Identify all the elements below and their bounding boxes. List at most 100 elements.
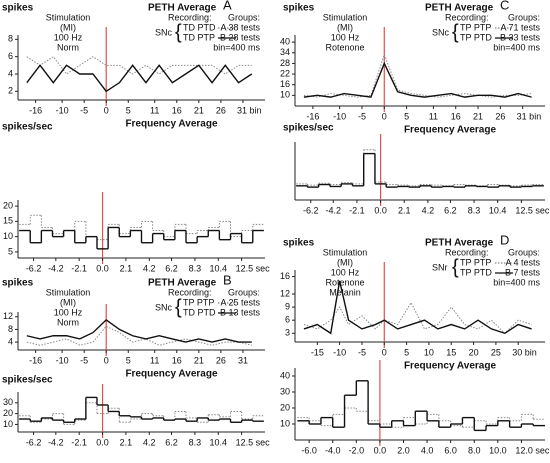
region: SNc [432,27,450,37]
x-tick-label: 2.1 [120,437,133,447]
x-tick-label: 5 [404,347,409,357]
x-axis-label: Frequency Average [125,119,218,130]
stimulation-note: 100 Hz [54,307,83,317]
series-line [303,61,532,98]
stimulation-note: Stimulation [46,287,91,297]
y-tick-label: 16 [280,79,290,89]
y-tick-label: 9 [285,301,290,311]
x-tick-label: 11 [150,355,159,365]
x-axis-label: Frequency Average [404,125,497,136]
x-tick-label: 16 [172,105,182,115]
y-tick-label: 12 [3,311,13,321]
x-tick-label: -16 [29,355,42,365]
x-axis-label: Frequency Average [125,369,218,380]
region: SNr [432,262,448,272]
x-axis-label: Frequency Average [404,361,497,372]
x-tick-label: 12.5 sec [236,437,271,447]
x-tick-label: -10 [333,111,346,121]
panel-letter: A [223,0,232,12]
recording-label: Recording: [168,12,212,22]
x-tick-label: 4.0 [421,445,434,455]
x-tick-label: 26 [495,111,505,121]
x-tick-label: 31 bin [517,111,542,121]
recording: TP PTP [183,297,214,307]
x-tick-label: 0 [382,111,387,121]
chart-title: PETH Average [425,3,494,14]
x-tick-label: 6.2 [444,205,457,215]
x-tick-label: 5 [404,111,409,121]
y-tick-label: 10 [3,231,13,241]
brace: { [175,21,182,43]
y-tick-label: 4 [8,68,13,78]
chart-title: PETH Average [425,238,494,249]
y-tick-label: 5 [8,246,13,256]
recording-label: Recording: [445,247,489,257]
bin-note: bin=400 ms [213,42,260,52]
x-tick-label: 21 [194,355,204,365]
panel-letter: D [500,232,509,247]
stimulation-note: (MI) [337,257,353,267]
x-tick-label: 31 [238,355,248,365]
panel-letter: C [500,0,509,12]
x-tick-label: 15 [446,347,456,357]
x-tick-label: -6.2 [26,263,42,273]
stimulation-note: Rotenone [325,277,364,287]
groups-label: Groups: [228,12,260,22]
x-tick-label: 8.3 [468,205,481,215]
x-tick-label: 2.0 [397,445,410,455]
x-tick-label: 8.3 [189,263,202,273]
x-tick-label: -5 [80,105,88,115]
x-tick-label: -6.2 [303,205,319,215]
x-tick-label: -6.0 [301,445,317,455]
x-tick-label: -6.2 [26,437,42,447]
x-tick-label: -4.2 [326,205,342,215]
y-tick-label: 30 [3,397,13,407]
x-tick-label: -2.0 [349,445,365,455]
x-tick-label: 12.0 sec [515,445,550,455]
x-tick-label: 0 [104,105,109,115]
series-line [303,301,532,334]
x-tick-label: 6.2 [165,263,178,273]
stimulation-note: Stimulation [323,12,368,22]
x-tick-label: 25 [491,347,501,357]
x-tick-label: 4.2 [143,437,156,447]
y-tick-label: 12 [280,288,290,298]
y-tick-label: 10 [280,90,290,100]
x-tick-label: 0 [104,355,109,365]
x-tick-label: 26 [216,355,226,365]
x-tick-label: 31 bin [237,105,262,115]
series-line [26,55,252,75]
legend-label: B 13 tests [220,307,261,317]
stimulation-note: Stimulation [323,247,368,257]
y-tick-label: 2 [8,86,13,96]
y-axis-label: spikes/sec [2,375,53,386]
recording: TP PTD [460,32,492,42]
y-tick-label: 8 [8,324,13,334]
series-line [26,319,252,343]
x-tick-label: 11 [150,105,159,115]
y-tick-label: 6 [8,51,13,61]
x-tick-label: -2.1 [71,263,87,273]
region: SNc [155,302,173,312]
x-tick-label: 21 [473,111,483,121]
recording: TD PTD [183,22,216,32]
series-line [26,64,253,93]
recording: TP PTD [460,267,492,277]
y-tick-label: 22 [280,68,290,78]
chart-title: PETH Average [148,3,217,14]
x-tick-label: 10.4 [210,263,228,273]
x-tick-label: -16 [29,105,42,115]
x-tick-label: 30 bin [512,347,537,357]
y-axis-label: spikes/sec [2,122,53,133]
x-tick-label: 0.0 [96,437,109,447]
series-line [303,53,532,98]
x-tick-label: 10.4 [489,205,507,215]
x-tick-label: 16 [451,111,461,121]
x-tick-label: 2.1 [398,205,411,215]
y-tick-label: 30 [280,386,290,396]
legend-label: B 28 tests [220,32,261,42]
y-tick-label: 10 [3,419,13,429]
groups-label: Groups: [228,287,260,297]
bin-note: bin=400 ms [493,42,540,52]
